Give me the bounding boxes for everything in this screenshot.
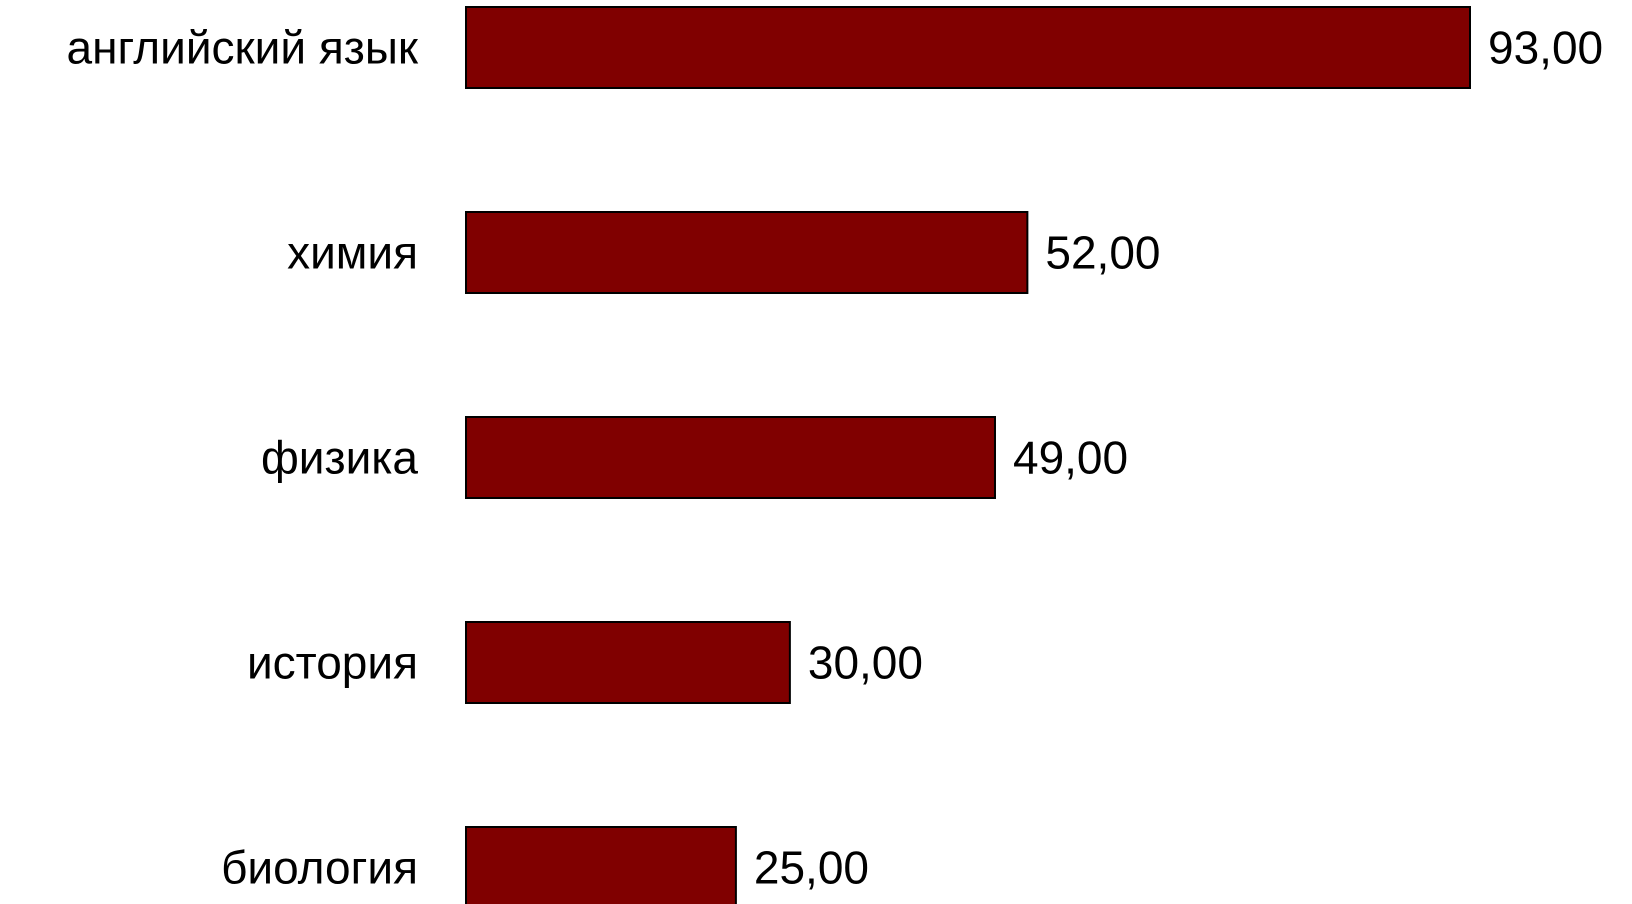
bar-2 (465, 211, 1029, 294)
bar-4 (465, 621, 791, 704)
category-label-2: химия (287, 227, 418, 279)
bar-3 (465, 416, 996, 499)
category-label-1: английский язык (67, 22, 419, 74)
data-labels: 93,00 52,00 49,00 30,00 25,00 (754, 22, 1603, 894)
category-labels: английский язык химия физика история биологи… (67, 22, 419, 894)
category-label-5: биология (221, 842, 418, 894)
data-label-3: 49,00 (1013, 432, 1128, 484)
category-label-3: физика (261, 432, 418, 484)
bar-1 (465, 6, 1471, 89)
data-label-5: 25,00 (754, 842, 869, 894)
bars-layer (465, 6, 1471, 904)
data-label-1: 93,00 (1488, 22, 1603, 74)
data-label-4: 30,00 (808, 637, 923, 689)
bar-5 (465, 826, 737, 904)
category-label-4: история (247, 637, 418, 689)
data-label-2: 52,00 (1045, 227, 1160, 279)
